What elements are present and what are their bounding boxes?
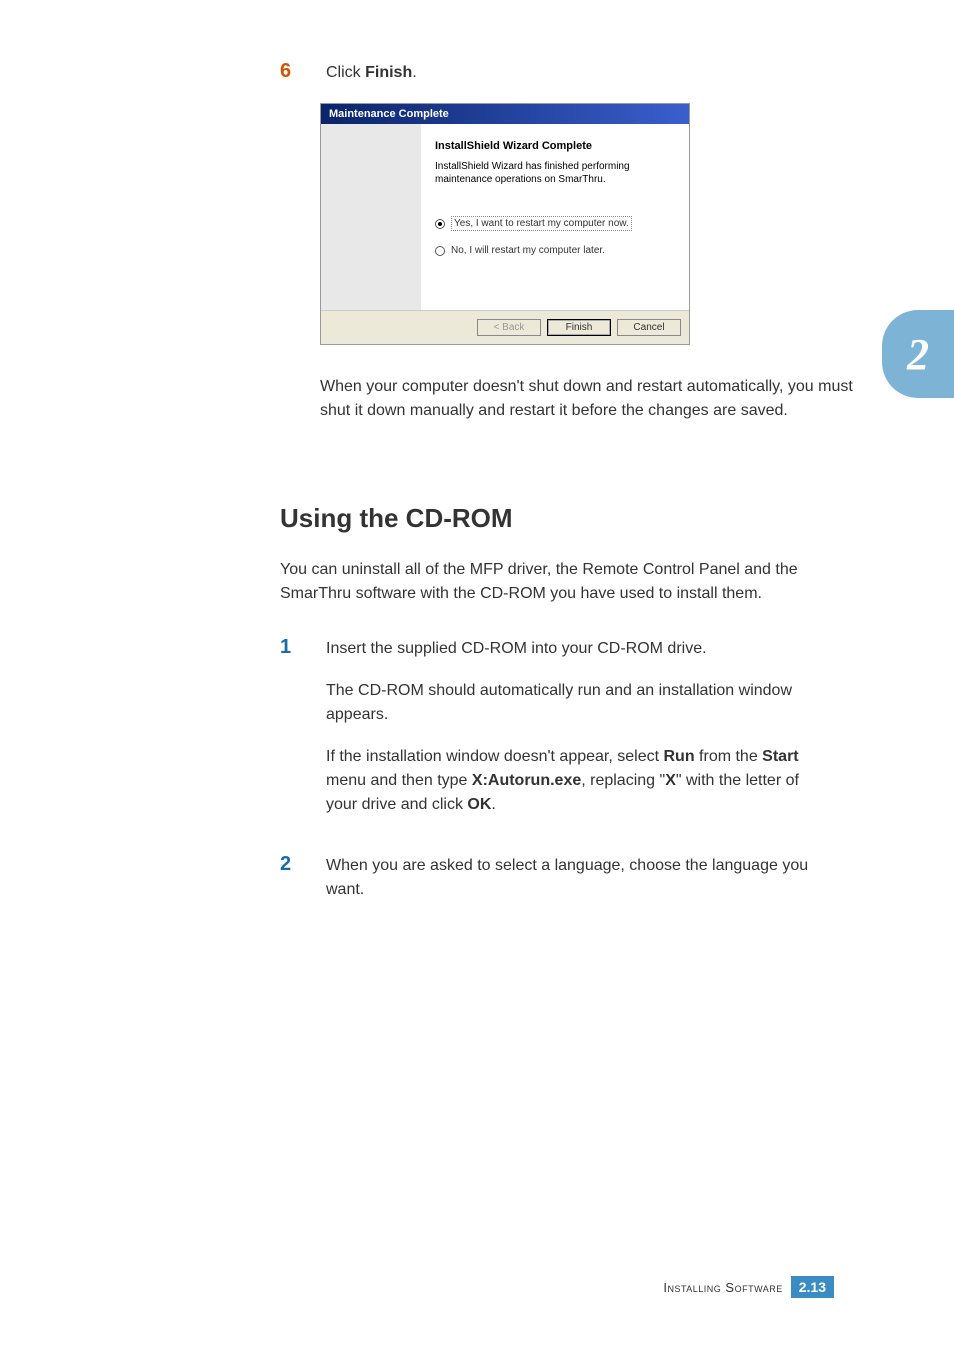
radio-dot-icon [435,219,445,229]
radio-empty-icon [435,246,445,256]
step-6-line: 6 Click Finish. [120,60,834,83]
chapter-tab: 2 [882,310,954,398]
footer-page-number: 2.13 [791,1276,834,1298]
restart-note-paragraph: When your computer doesn't shut down and… [320,375,860,423]
section-heading: Using the CD-ROM [280,503,834,534]
cancel-button[interactable]: Cancel [617,319,681,336]
step-1-body: Insert the supplied CD-ROM into your CD-… [326,637,834,835]
dialog-body: InstallShield Wizard Complete InstallShi… [321,124,689,310]
step-2-body: When you are asked to select a language,… [326,854,834,920]
step-2-text: When you are asked to select a language,… [326,854,834,902]
dialog-body-text: InstallShield Wizard has finished perfor… [435,160,675,186]
dialog-sidebar-image [321,124,421,310]
step-1-line2: The CD-ROM should automatically run and … [326,679,834,727]
footer-label: Installing Software [663,1280,782,1295]
radio-restart-later[interactable]: No, I will restart my computer later. [435,245,675,256]
intro-paragraph: You can uninstall all of the MFP driver,… [280,558,860,606]
step-1-number: 1 [280,636,298,659]
finish-button[interactable]: Finish [547,319,611,336]
step-6-text: Click Finish. [326,64,417,82]
step-6-number: 6 [280,60,298,83]
dialog-titlebar: Maintenance Complete [321,104,689,124]
step-1-line3: If the installation window doesn't appea… [326,745,834,817]
dialog-footer: < Back Finish Cancel [321,310,689,344]
radio-restart-later-label: No, I will restart my computer later. [451,245,605,256]
step-2-number: 2 [280,853,298,876]
step-1-block: 1 Insert the supplied CD-ROM into your C… [280,636,834,835]
radio-restart-now-label: Yes, I want to restart my computer now. [451,216,632,231]
dialog-main: InstallShield Wizard Complete InstallShi… [421,124,689,310]
step-2-block: 2 When you are asked to select a languag… [280,853,834,920]
dialog-heading: InstallShield Wizard Complete [435,140,675,152]
back-button: < Back [477,319,541,336]
page-footer: Installing Software 2.13 [663,1276,834,1298]
installshield-dialog: Maintenance Complete InstallShield Wizar… [320,103,690,345]
radio-restart-now[interactable]: Yes, I want to restart my computer now. [435,216,675,231]
step-1-line1: Insert the supplied CD-ROM into your CD-… [326,637,834,661]
